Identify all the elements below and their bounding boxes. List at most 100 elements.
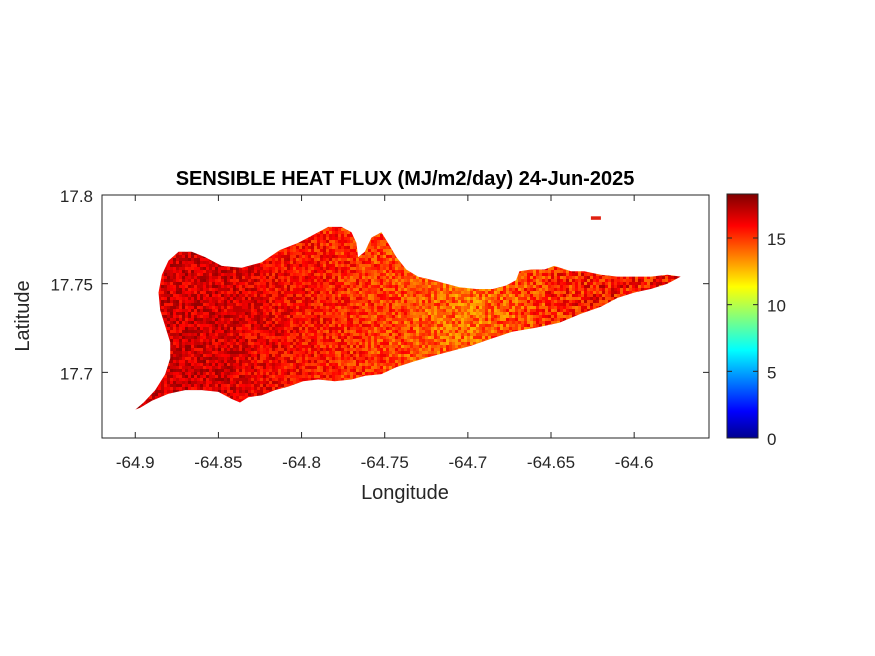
heat-cell	[326, 330, 329, 333]
heat-cell	[251, 333, 254, 336]
heat-cell	[353, 312, 356, 315]
heat-cell	[194, 312, 197, 315]
heat-cell	[209, 360, 212, 363]
heat-cell	[272, 330, 275, 333]
heat-cell	[341, 369, 344, 372]
heat-cell	[212, 330, 215, 333]
heat-cell	[326, 351, 329, 354]
heat-cell	[320, 249, 323, 252]
heat-cell	[326, 333, 329, 336]
heat-cell	[182, 342, 185, 345]
heat-cell	[359, 273, 362, 276]
heat-cell	[329, 282, 332, 285]
heat-cell	[359, 285, 362, 288]
heat-cell	[329, 378, 332, 381]
heat-cell	[161, 378, 164, 381]
heat-cell	[299, 285, 302, 288]
heat-cell	[287, 351, 290, 354]
heat-cell	[140, 405, 143, 408]
heat-cell	[362, 342, 365, 345]
heat-cell	[347, 312, 350, 315]
heat-cell	[272, 381, 275, 384]
heat-cell	[332, 228, 335, 231]
heat-cell	[242, 396, 245, 399]
heat-cell	[299, 246, 302, 249]
heat-cell	[215, 285, 218, 288]
heat-cell	[272, 366, 275, 369]
heat-cell	[305, 237, 308, 240]
heat-cell	[293, 318, 296, 321]
heat-cell	[335, 231, 338, 234]
heat-cell	[200, 375, 203, 378]
heat-cell	[260, 360, 263, 363]
heat-cell	[329, 342, 332, 345]
heat-cell	[194, 339, 197, 342]
heat-cell	[332, 345, 335, 348]
heat-cell	[209, 264, 212, 267]
heat-cell	[338, 360, 341, 363]
heat-cell	[308, 375, 311, 378]
heat-cell	[239, 399, 242, 402]
heat-cell	[203, 279, 206, 282]
heat-cell	[359, 297, 362, 300]
heat-cell	[233, 303, 236, 306]
heat-cell	[245, 351, 248, 354]
heat-cell	[227, 369, 230, 372]
heat-cell	[275, 324, 278, 327]
heat-cell	[218, 333, 221, 336]
heat-cell	[284, 306, 287, 309]
heat-cell	[179, 306, 182, 309]
heat-cell	[176, 291, 179, 294]
heat-cell	[248, 309, 251, 312]
heat-cell	[248, 273, 251, 276]
heat-cell	[320, 348, 323, 351]
heat-cell	[353, 264, 356, 267]
heat-cell	[335, 288, 338, 291]
heat-cell	[341, 261, 344, 264]
heat-cell	[332, 330, 335, 333]
heat-cell	[233, 354, 236, 357]
heat-cell	[260, 264, 263, 267]
heat-cell	[272, 321, 275, 324]
heat-cell	[302, 330, 305, 333]
heat-cell	[212, 291, 215, 294]
heat-cell	[257, 348, 260, 351]
heat-cell	[215, 294, 218, 297]
heat-cell	[206, 387, 209, 390]
heat-cell	[245, 393, 248, 396]
heat-cell	[272, 318, 275, 321]
heat-cell	[269, 369, 272, 372]
heat-cell	[305, 315, 308, 318]
heat-cell	[203, 363, 206, 366]
heat-cell	[308, 330, 311, 333]
heat-cell	[332, 273, 335, 276]
heat-cell	[215, 306, 218, 309]
heat-cell	[161, 309, 164, 312]
heat-cell	[278, 327, 281, 330]
heat-cell	[347, 300, 350, 303]
heat-cell	[203, 324, 206, 327]
heat-cell	[299, 243, 302, 246]
heat-cell	[314, 240, 317, 243]
heat-cell	[272, 372, 275, 375]
heat-cell	[209, 276, 212, 279]
heat-cell	[350, 366, 353, 369]
heat-cell	[290, 360, 293, 363]
heat-cell	[287, 276, 290, 279]
heat-cell	[191, 342, 194, 345]
heat-cell	[281, 279, 284, 282]
heat-cell	[350, 321, 353, 324]
heat-cell	[197, 300, 200, 303]
heat-cell	[332, 276, 335, 279]
heat-cell	[305, 261, 308, 264]
heat-cell	[293, 243, 296, 246]
heat-cell	[314, 288, 317, 291]
heat-cell	[212, 321, 215, 324]
heat-cell	[296, 381, 299, 384]
heat-cell	[272, 291, 275, 294]
heat-cell	[233, 381, 236, 384]
heat-cell	[284, 285, 287, 288]
heat-cell	[206, 351, 209, 354]
heat-cell	[272, 282, 275, 285]
heat-cell	[311, 279, 314, 282]
